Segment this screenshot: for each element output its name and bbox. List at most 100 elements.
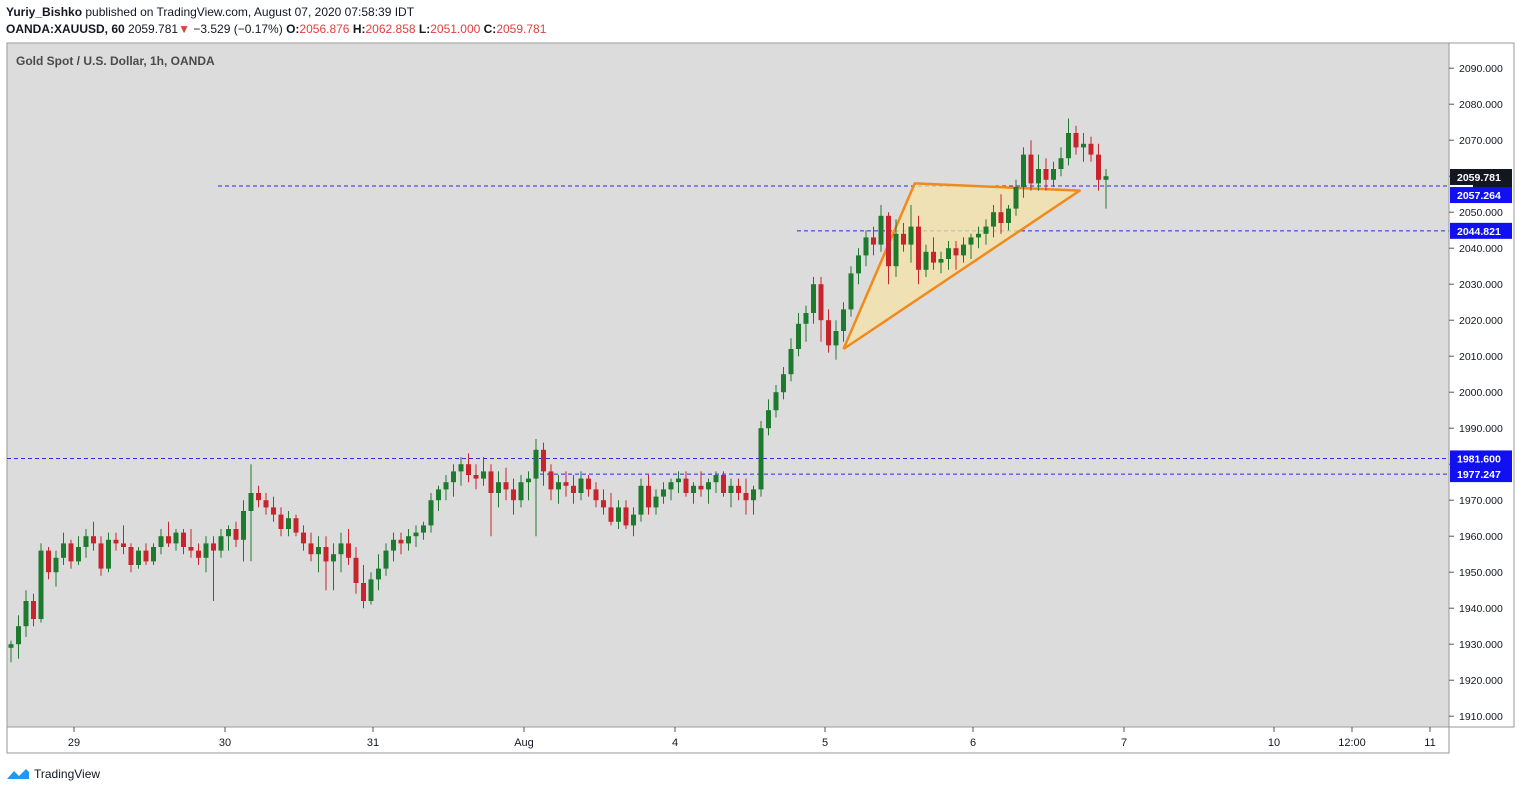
candle: [751, 485, 756, 515]
candle-body: [31, 601, 36, 619]
author-name[interactable]: Yuriy_Bishko: [6, 5, 83, 19]
candle-body: [1081, 143, 1086, 148]
price-tick-label: 1930.000: [1459, 639, 1503, 651]
candle: [368, 572, 374, 605]
ohlc-line: OANDA:XAUUSD, 60 2059.781▼ −3.529 (−0.17…: [6, 21, 1506, 38]
time-axis[interactable]: 29 30 31 Aug 4 5 6 7 10 12:00 11: [6, 726, 1450, 754]
open-label: O:: [286, 22, 300, 36]
time-tick-label: 30: [219, 737, 231, 749]
candle-body: [916, 226, 921, 270]
candle-body: [293, 518, 299, 533]
candle: [308, 532, 314, 562]
candle-body: [8, 644, 14, 648]
candle-body: [946, 248, 951, 259]
publish-line: Yuriy_Bishko published on TradingView.co…: [6, 4, 1506, 21]
candle-body: [53, 557, 59, 573]
candle: [331, 543, 336, 591]
candle-body: [571, 485, 576, 493]
time-tick-label: Aug: [514, 737, 534, 749]
candle: [511, 478, 516, 515]
candle: [173, 529, 179, 551]
candle: [526, 471, 531, 501]
candle-body: [241, 511, 246, 540]
candle-body: [608, 507, 614, 522]
candle: [106, 532, 111, 573]
candle-body: [173, 532, 179, 544]
candle-body: [1073, 133, 1079, 148]
price-tick-label: 2000.000: [1459, 387, 1503, 399]
candle-body: [863, 237, 869, 256]
candle-body: [691, 485, 696, 493]
candle: [901, 223, 906, 252]
candle-body: [481, 471, 486, 479]
candle-body: [938, 259, 944, 263]
candle-body: [496, 482, 501, 493]
candle-body: [376, 568, 381, 580]
candle-body: [991, 212, 996, 227]
candle: [878, 205, 884, 252]
candle-body: [308, 543, 314, 555]
candle-body: [121, 543, 126, 547]
candle-body: [1088, 143, 1094, 155]
candle: [556, 475, 561, 504]
candle-body: [398, 539, 404, 544]
candle-body: [218, 536, 224, 551]
candle: [653, 489, 659, 515]
close-label: C:: [483, 22, 497, 36]
candle: [691, 482, 696, 504]
candle: [376, 554, 381, 591]
candle-body: [1103, 176, 1109, 180]
candle: [398, 532, 404, 555]
candle-body: [158, 536, 164, 547]
candle: [976, 226, 981, 249]
last-price: 2059.781: [128, 22, 179, 36]
candle-body: [61, 543, 66, 558]
candle: [593, 482, 599, 508]
candle-body: [661, 489, 666, 497]
candle: [968, 233, 974, 259]
candle: [158, 529, 164, 555]
candle: [871, 226, 876, 256]
candle-body: [98, 543, 104, 569]
candle: [1073, 125, 1079, 155]
triangle-pattern[interactable]: [842, 182, 1081, 351]
candle: [188, 529, 194, 558]
candle-body: [751, 489, 756, 501]
time-tick-label: 29: [68, 737, 80, 749]
candle: [488, 464, 494, 537]
candle: [316, 536, 321, 573]
tradingview-logo-icon: [7, 769, 29, 779]
candle-body: [631, 514, 636, 526]
candle: [218, 529, 224, 558]
price-axis[interactable]: 1910.000 1920.000 1930.000 1940.000 1950.000…: [1448, 42, 1515, 728]
candle: [998, 194, 1004, 234]
candle-body: [136, 550, 141, 565]
footer: TradingView: [6, 765, 100, 783]
price-chart[interactable]: Gold Spot / U.S. Dollar, 1h, OANDA 1910.…: [0, 0, 1522, 760]
candle-body: [518, 482, 524, 501]
candle: [256, 485, 261, 508]
candle-body: [1051, 169, 1056, 180]
candle-body: [893, 233, 899, 267]
candle: [113, 532, 119, 551]
candle-body: [391, 539, 396, 551]
plot-area[interactable]: [6, 42, 1450, 728]
candle-body: [346, 543, 351, 558]
candle: [548, 464, 554, 501]
candle-body: [526, 478, 531, 483]
candle: [518, 475, 524, 508]
close-value: 2059.781: [496, 22, 547, 36]
price-tag-label: 2044.821: [1457, 226, 1501, 238]
candle-body: [781, 374, 786, 393]
candle: [233, 521, 239, 547]
candle-body: [458, 464, 464, 472]
candle-body: [473, 475, 479, 479]
candle: [931, 237, 936, 270]
candle: [773, 385, 779, 418]
candle-body: [706, 482, 711, 490]
candle: [811, 277, 816, 324]
candle: [938, 251, 944, 274]
time-tick-label: 4: [672, 737, 678, 749]
candle-body: [638, 485, 644, 515]
candle: [991, 205, 996, 238]
